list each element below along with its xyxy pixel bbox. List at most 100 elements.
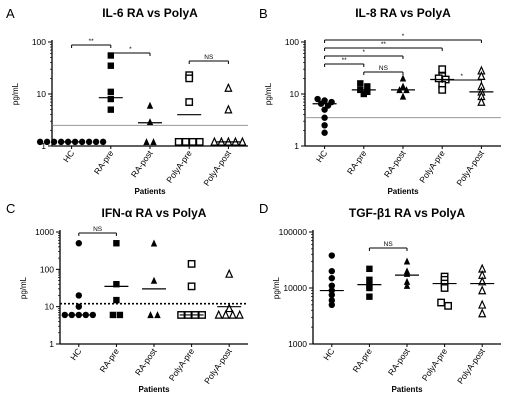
data-point (107, 95, 114, 103)
series-polya-pre (177, 259, 206, 319)
chart-title: IL-6 RA vs PolyA (102, 6, 198, 20)
data-point (357, 80, 364, 87)
x-axis-label: Patients (138, 385, 170, 394)
data-point (113, 240, 120, 247)
data-point (366, 276, 373, 284)
data-point (154, 311, 161, 319)
data-point (221, 309, 230, 319)
data-point (75, 240, 83, 247)
data-point (477, 96, 486, 106)
series-hc (61, 240, 97, 319)
series-hc (36, 138, 107, 146)
panel-c-letter: C (6, 201, 16, 216)
series-ra-pre (357, 80, 371, 98)
y-tick-label: 10 (290, 89, 300, 99)
significance-label: * (129, 46, 132, 53)
data-point (366, 293, 373, 300)
data-point (150, 276, 158, 284)
data-point (187, 259, 196, 268)
data-point (214, 309, 223, 319)
data-point (403, 277, 411, 285)
data-point (314, 95, 321, 103)
data-point (434, 74, 443, 83)
data-point (444, 301, 452, 310)
series-polya-pre (174, 71, 204, 146)
data-point (150, 138, 157, 146)
y-tick-label: 100 (40, 264, 54, 274)
data-point (366, 265, 373, 273)
x-tick-label: HC (61, 148, 76, 164)
x-tick-label: RA-pre (350, 346, 374, 374)
x-tick-label: RA-pre (345, 148, 369, 176)
significance-label: NS (204, 54, 214, 61)
y-tick-label: 100 (32, 37, 46, 47)
data-point (107, 106, 114, 113)
series-ra-post (403, 257, 411, 289)
x-tick-label: RA-pre (97, 346, 121, 374)
x-tick-label: RA-post (386, 346, 412, 377)
data-point (85, 138, 93, 146)
significance-label: ** (342, 57, 348, 64)
data-point (146, 101, 154, 109)
data-point (478, 285, 487, 295)
x-tick-label: PolyA-post (454, 148, 486, 188)
data-point (360, 90, 367, 98)
y-tick-label: 10 (37, 89, 47, 99)
data-point (399, 82, 407, 90)
x-tick-label: PolyA-pre (420, 346, 450, 383)
significance-label: NS (93, 226, 103, 233)
data-point (437, 298, 445, 307)
x-tick-label: RA-post (129, 148, 155, 179)
data-point (146, 118, 154, 126)
x-tick-label: PolyA-pre (164, 148, 194, 185)
panel-c: C IFN-α RA vs PolyA 1 10 100 1000 pg/mL HC RA-p… (0, 200, 253, 405)
data-point (113, 296, 120, 304)
y-axis-label: pg/mL (264, 82, 273, 105)
data-point (99, 138, 107, 146)
data-point (478, 299, 487, 309)
data-point (116, 311, 124, 319)
y-tick-label: 1000 (35, 227, 54, 237)
significance-label: * (402, 33, 405, 40)
x-tick-label: HC (321, 346, 336, 362)
data-point (478, 308, 487, 318)
panel-b: B IL-8 RA vs PolyA 1 10 100 pg/mL HC RA-pre RA-… (253, 0, 506, 200)
panel-a: A IL-6 RA vs PolyA 1 10 100 pg/mL HC RA-pre RA-… (0, 0, 253, 200)
data-point (150, 239, 158, 247)
data-point (366, 284, 373, 292)
data-point (438, 65, 447, 74)
data-point (328, 301, 335, 309)
data-point (440, 284, 449, 292)
y-tick-label: 1 (49, 339, 54, 349)
panel-b-letter: B (259, 6, 268, 21)
data-point (328, 274, 335, 282)
data-point (109, 311, 117, 319)
significance-label: NS (379, 65, 389, 72)
data-point (228, 309, 237, 319)
data-point (321, 122, 328, 129)
y-axis-label: pg/mL (19, 276, 28, 299)
series-ra-pre (366, 265, 373, 300)
data-point (210, 136, 219, 146)
data-point (92, 138, 100, 146)
data-point (107, 88, 114, 96)
panel-d-letter: D (259, 201, 269, 216)
data-point (113, 280, 120, 288)
series-polya-post (478, 263, 487, 318)
data-point (321, 129, 328, 136)
series-hc (314, 95, 335, 136)
x-tick-label: RA-post (133, 346, 159, 377)
series-polya-post (214, 268, 244, 319)
series-polya-post (210, 82, 247, 146)
data-point (399, 74, 407, 82)
data-point (61, 311, 68, 319)
significance-label: * (461, 73, 464, 80)
y-tick-label: 1000 (288, 339, 307, 349)
series-ra-pre (109, 240, 124, 319)
data-point (143, 138, 150, 146)
il6-chart: IL-6 RA vs PolyA 1 10 100 pg/mL HC RA-pre RA-po… (11, 6, 248, 196)
data-point (185, 74, 194, 83)
series-ra-post (396, 74, 410, 100)
data-point (107, 62, 114, 69)
panel-a-letter: A (6, 6, 15, 21)
